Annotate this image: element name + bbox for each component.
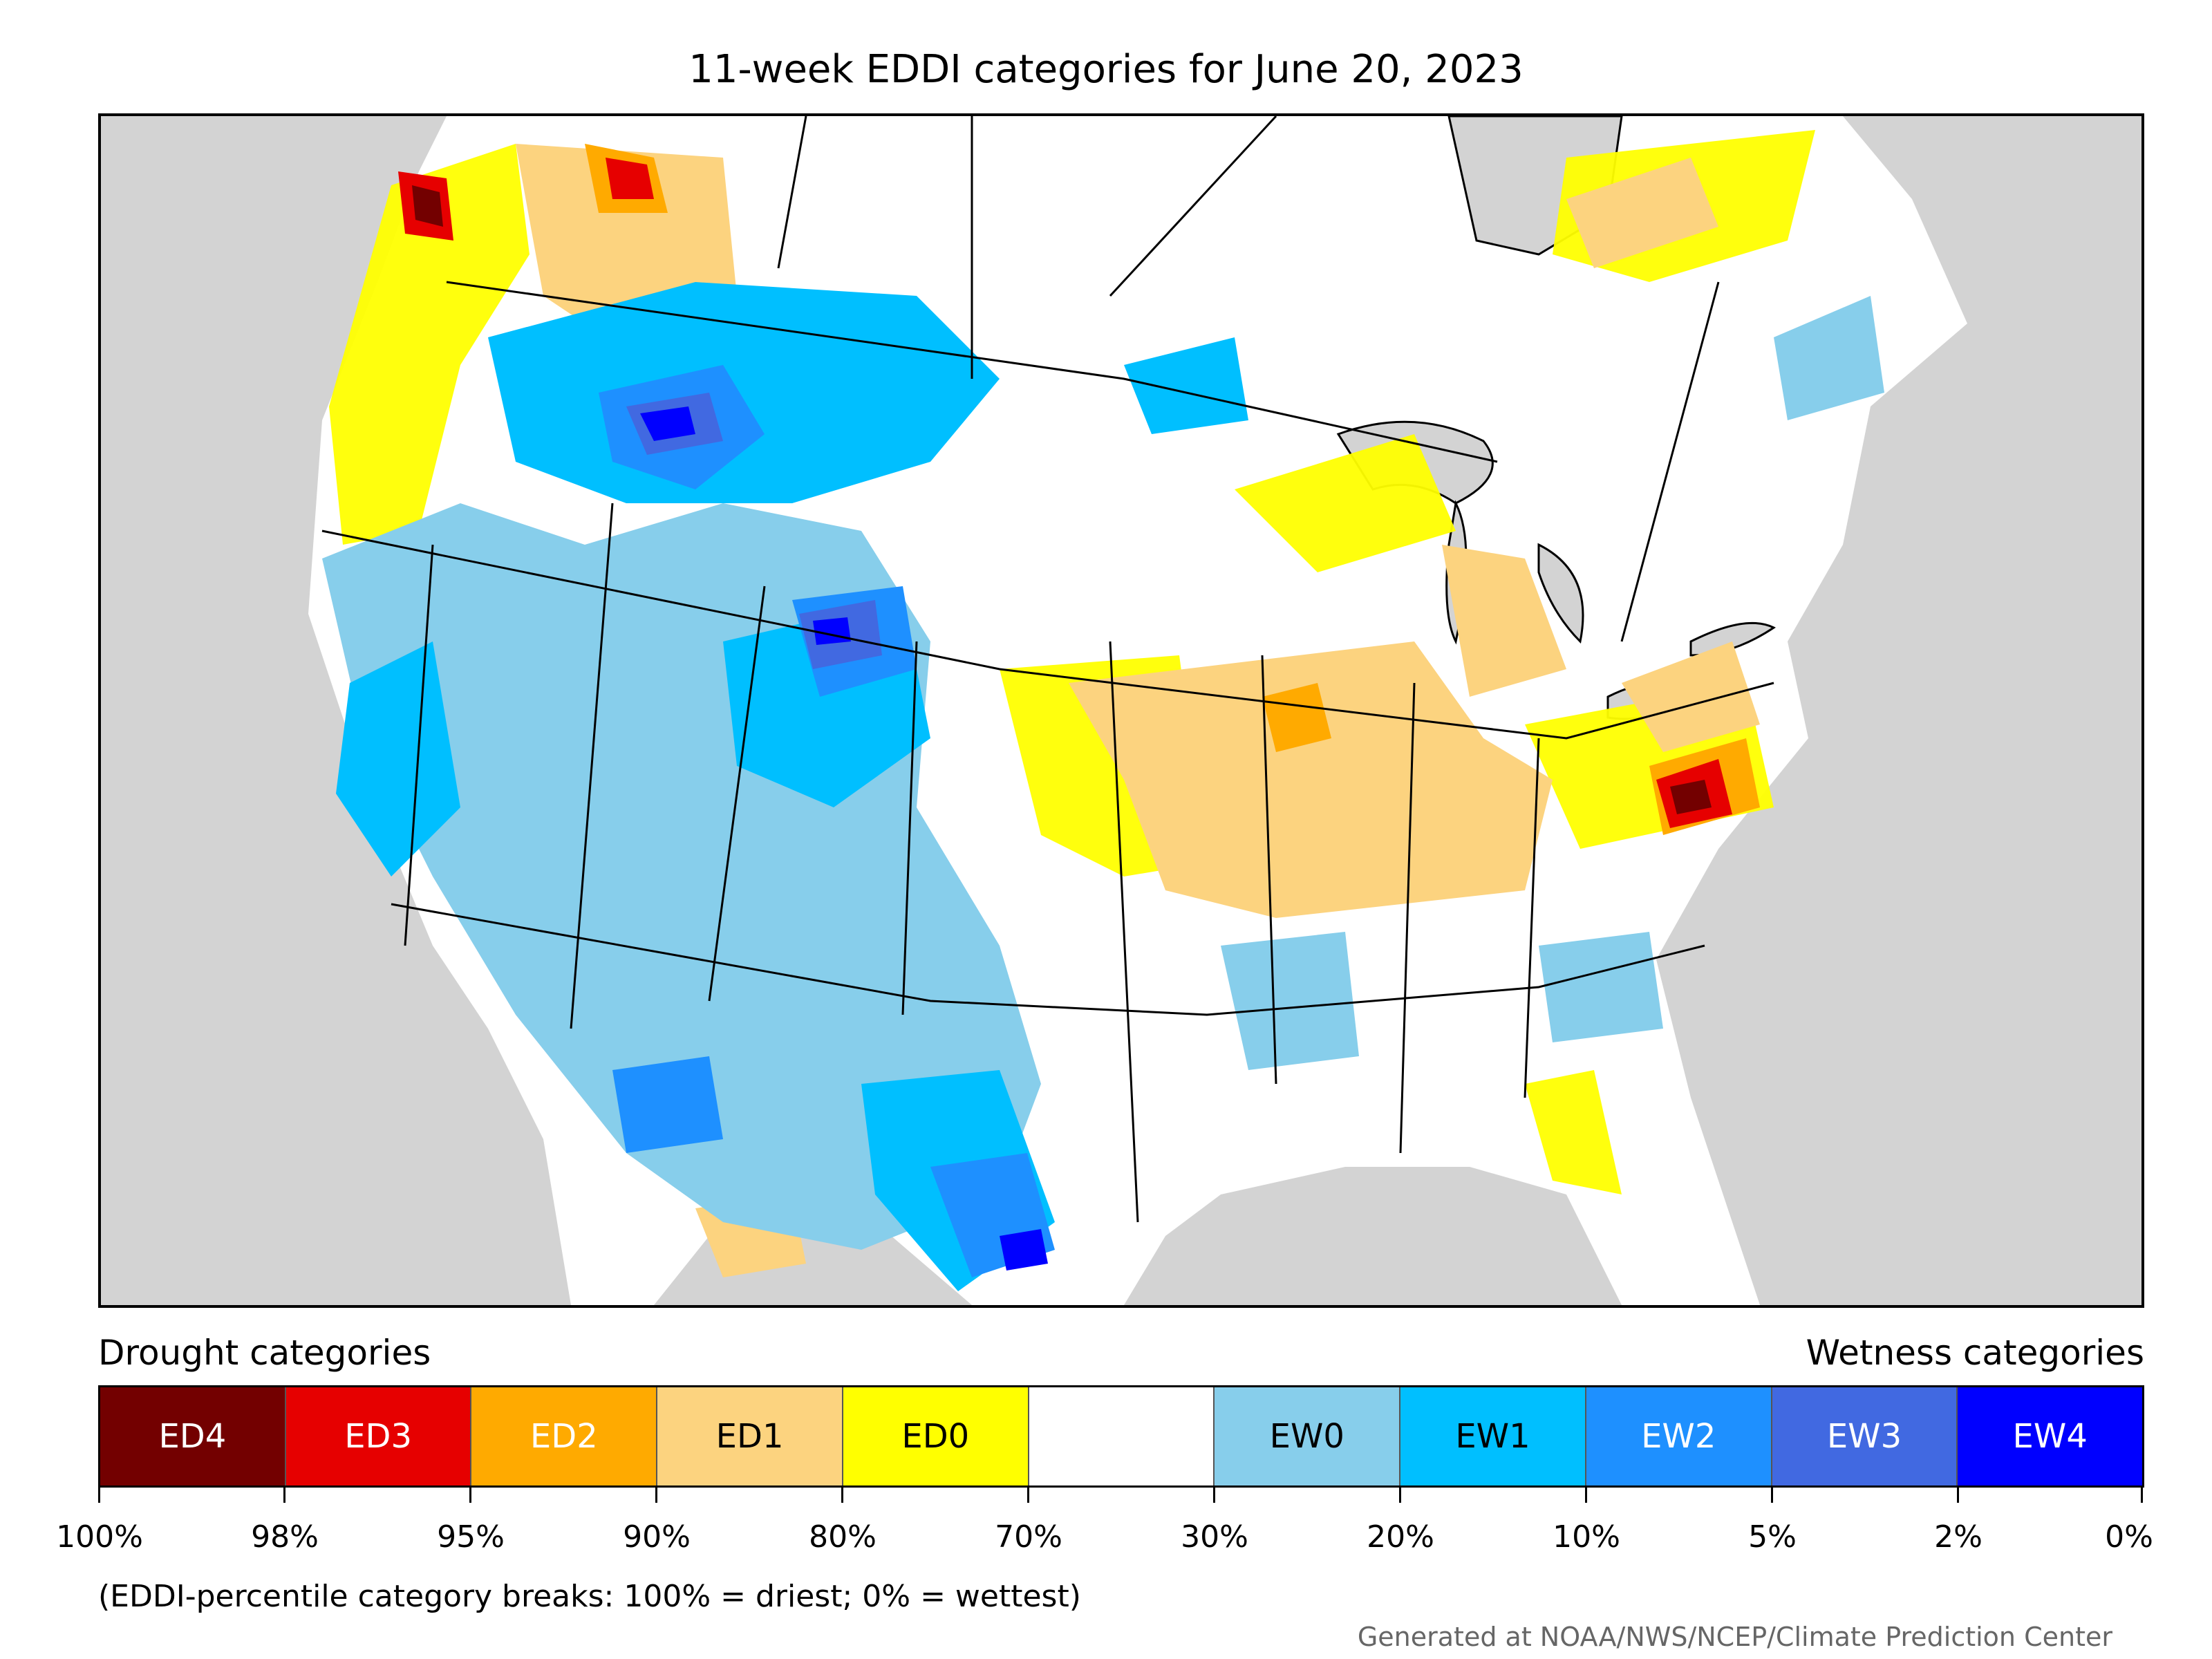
- legend-ticks: [98, 1488, 2144, 1504]
- category-note: (EDDI-percentile category breaks: 100% =…: [98, 1579, 1081, 1614]
- legend-tick: [1027, 1488, 1029, 1503]
- legend-tick: [1771, 1488, 1773, 1503]
- boundaries: [321, 116, 1774, 1223]
- legend-tick: [1213, 1488, 1215, 1503]
- ed4-regions: [412, 185, 1712, 814]
- tick-label: 30%: [1181, 1519, 1248, 1555]
- legend-tick: [469, 1488, 471, 1503]
- tick-label: 98%: [251, 1519, 319, 1555]
- tick-label: 90%: [623, 1519, 691, 1555]
- tick-label: 100%: [56, 1519, 143, 1555]
- tick-label: 2%: [1934, 1519, 1983, 1555]
- legend-tick: [655, 1488, 657, 1503]
- legend-normal: [1029, 1387, 1215, 1485]
- tick-label: 0%: [2105, 1519, 2153, 1555]
- legend-tick: [841, 1488, 843, 1503]
- legend-ed4: ED4: [100, 1387, 286, 1485]
- drought-categories-label: Drought categories: [98, 1333, 431, 1373]
- tick-label: 5%: [1748, 1519, 1797, 1555]
- legend-ed3: ED3: [285, 1387, 472, 1485]
- map-title: 11-week EDDI categories for June 20, 202…: [688, 47, 1524, 92]
- legend-ew0: EW0: [1215, 1387, 1401, 1485]
- credit-line: Generated at NOAA/NWS/NCEP/Climate Predi…: [1357, 1622, 2112, 1652]
- eddi-map: [98, 113, 2144, 1308]
- great-lakes: [1336, 420, 1776, 720]
- tick-label: 80%: [809, 1519, 877, 1555]
- legend-tick: [1585, 1488, 1587, 1503]
- wetness-categories-label: Wetness categories: [1806, 1333, 2144, 1373]
- legend-tick: [283, 1488, 285, 1503]
- legend-ew3: EW3: [1772, 1387, 1958, 1485]
- legend-ed0: ED0: [843, 1387, 1029, 1485]
- legend-tick: [1957, 1488, 1959, 1503]
- ew4-regions: [640, 406, 1048, 1271]
- legend-ed1: ED1: [657, 1387, 843, 1485]
- tick-label: 20%: [1367, 1519, 1434, 1555]
- legend-ew2: EW2: [1586, 1387, 1772, 1485]
- ed1-regions: [516, 144, 1760, 1277]
- tick-label: 70%: [995, 1519, 1062, 1555]
- tick-label: 95%: [437, 1519, 505, 1555]
- tick-label: 10%: [1553, 1519, 1620, 1555]
- legend-tick: [2141, 1488, 2143, 1503]
- legend-tick: [1399, 1488, 1401, 1503]
- category-legend: ED4 ED3 ED2 ED1 ED0 EW0 EW1 EW2 EW3 EW4: [98, 1385, 2144, 1488]
- legend-ew4: EW4: [1958, 1387, 2143, 1485]
- legend-ew1: EW1: [1400, 1387, 1586, 1485]
- legend-tick: [98, 1488, 100, 1503]
- legend-ed2: ED2: [471, 1387, 658, 1485]
